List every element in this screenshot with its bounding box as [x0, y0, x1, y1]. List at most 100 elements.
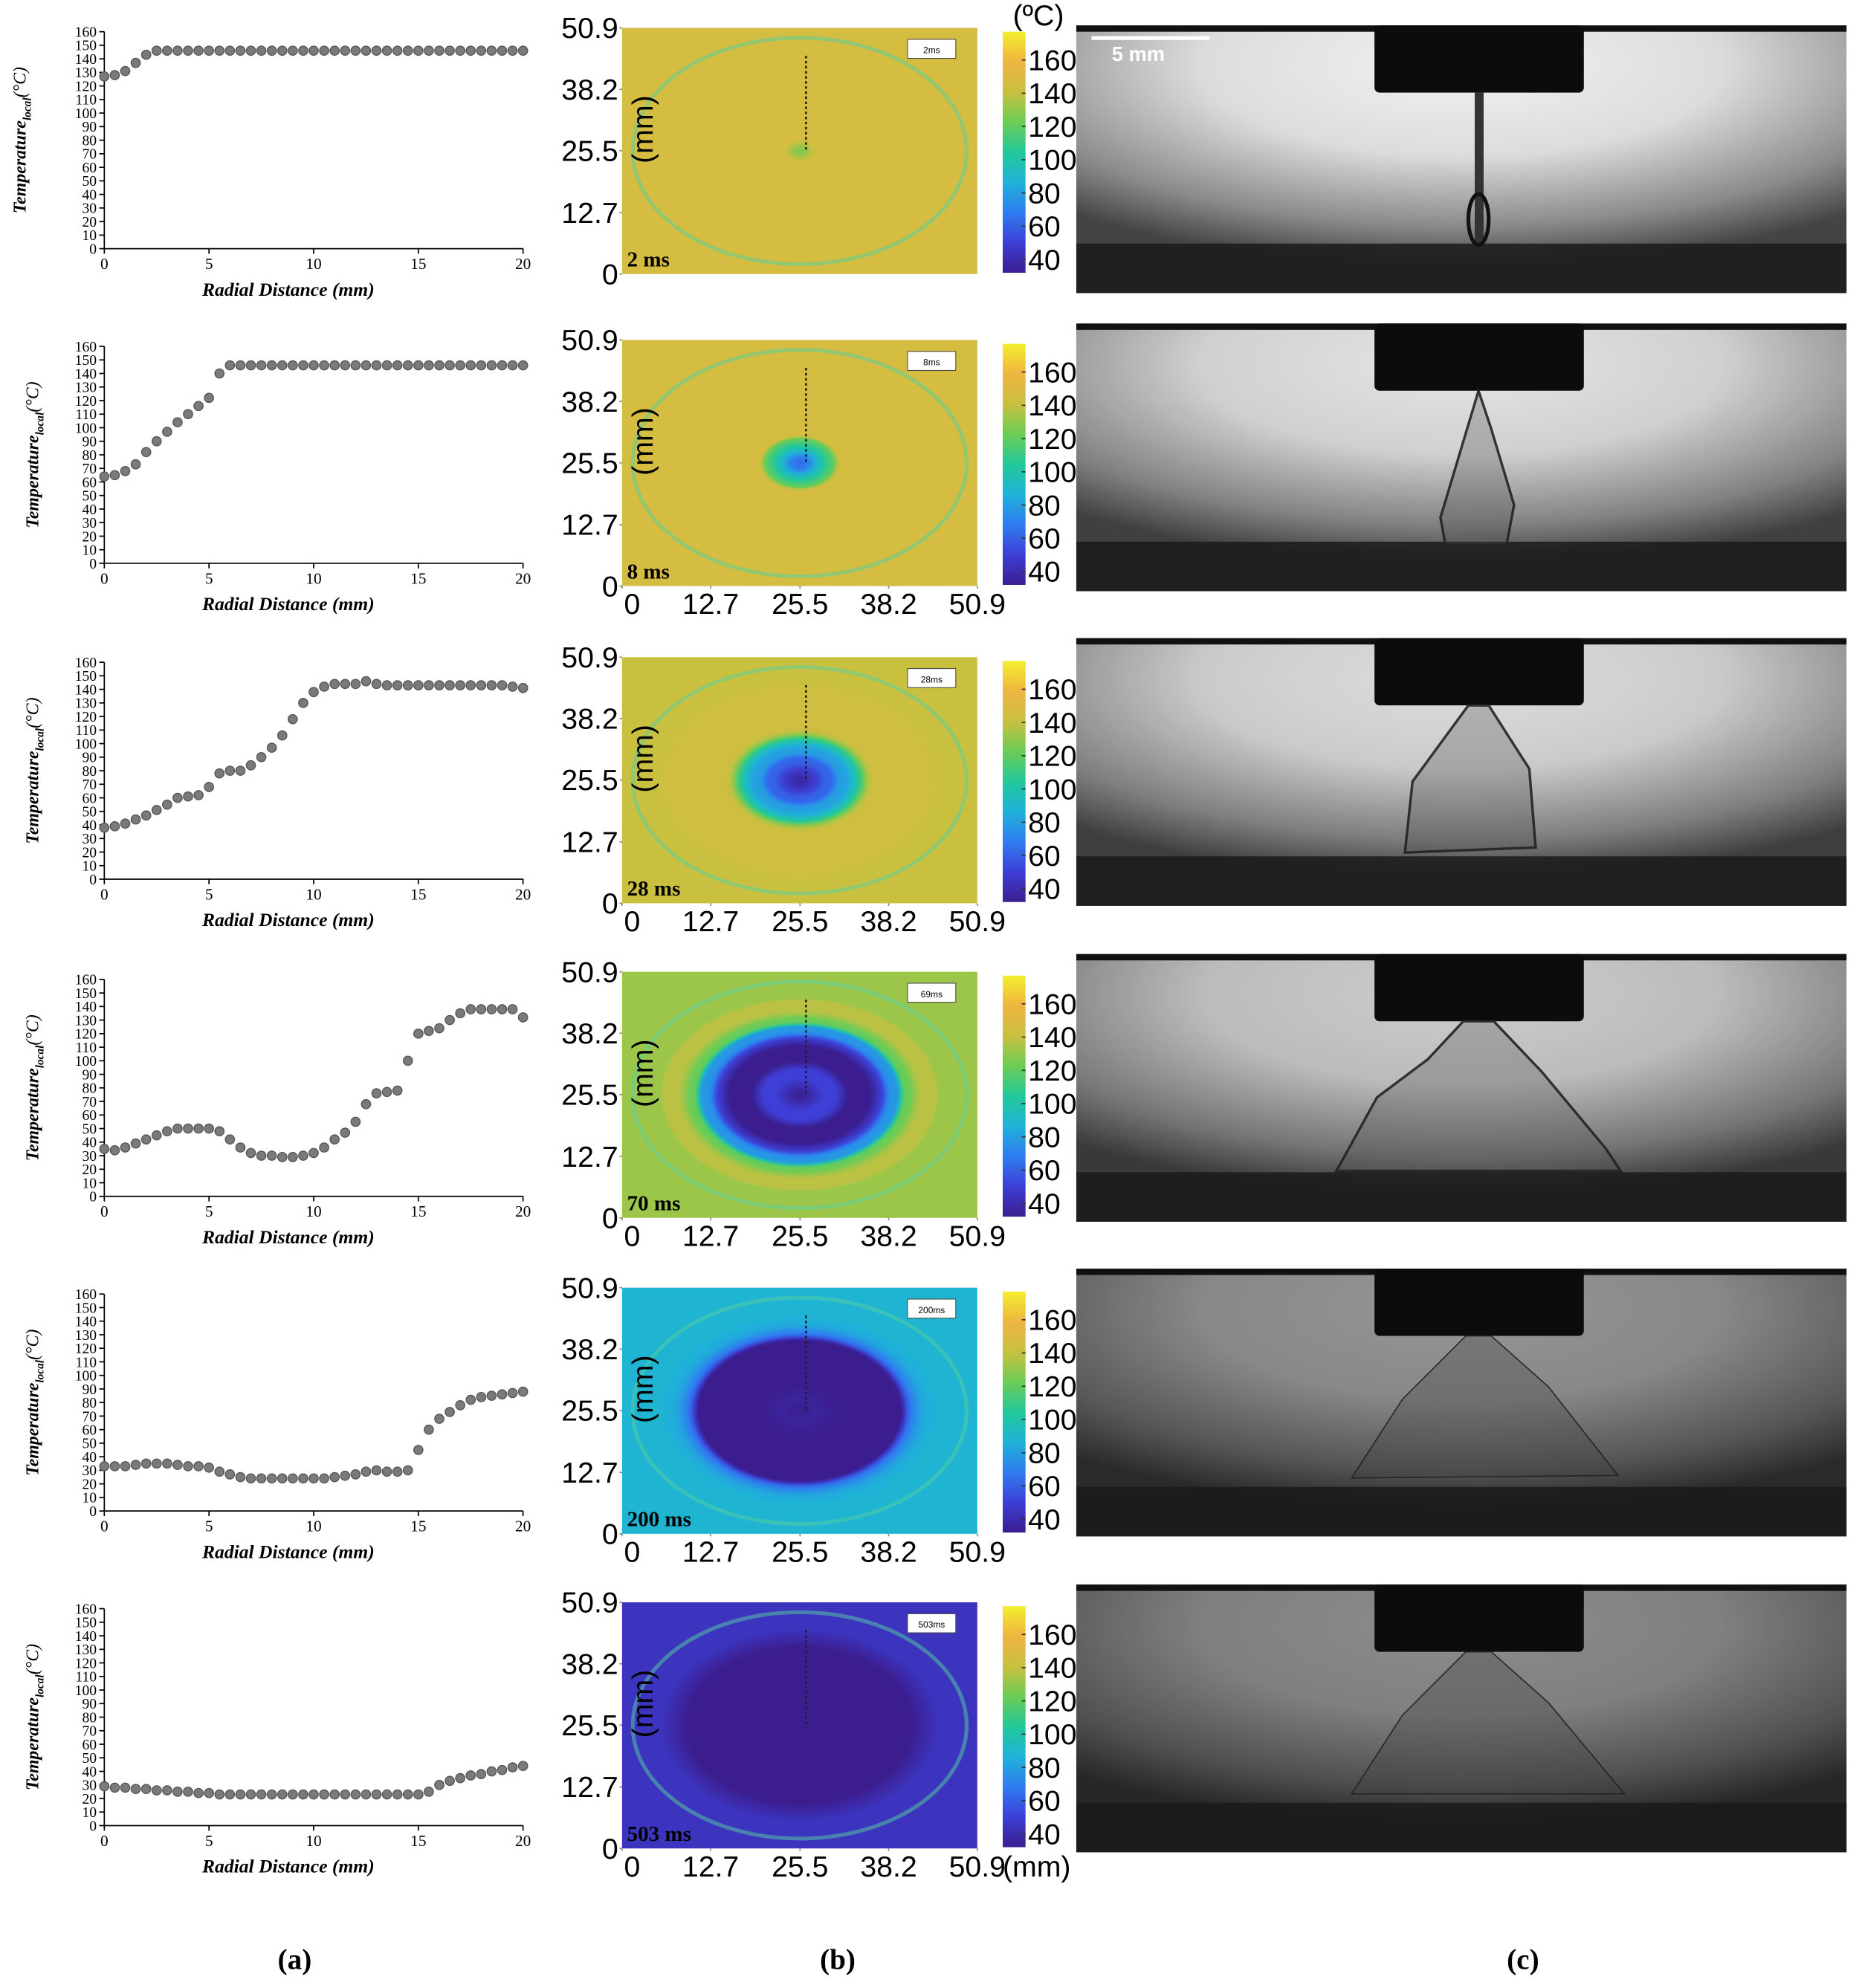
map-x-tick-label: 0 [624, 588, 641, 621]
data-point [497, 1389, 508, 1400]
data-point [224, 765, 236, 776]
data-point [224, 45, 236, 56]
map-x-tick-label: 12.7 [682, 1220, 739, 1252]
data-point [371, 679, 382, 690]
colorbar-tick-label: 120 [1028, 111, 1077, 143]
data-point [517, 682, 528, 693]
y-tick-label: 90 [82, 1697, 97, 1712]
colorbar-tick-label: 100 [1028, 773, 1077, 806]
data-point [517, 1386, 528, 1397]
map-x-tick-label: 50.9 [949, 1851, 1006, 1883]
colorbar-tick-label: 160 [1028, 1619, 1077, 1651]
data-point [99, 1781, 110, 1792]
y-tick-label: 10 [82, 1491, 97, 1506]
substrate [1076, 1802, 1847, 1853]
data-point [350, 1469, 361, 1480]
y-tick-label: 150 [75, 669, 97, 684]
data-point [99, 471, 110, 482]
data-point [455, 45, 466, 56]
y-label-sub: local [33, 1045, 46, 1068]
y-label-main: Temperature [10, 120, 30, 214]
substrate [1076, 243, 1847, 294]
y-tick-label: 110 [75, 1355, 97, 1370]
map-y-tick-label: 38.2 [561, 74, 618, 106]
y-tick-label: 60 [82, 1422, 97, 1438]
photo [1076, 1269, 1847, 1537]
map-y-tick-label: 38.2 [561, 703, 618, 736]
x-tick-label: 20 [515, 255, 531, 273]
photo [1076, 323, 1847, 592]
colorbar-tick-label: 120 [1028, 1685, 1077, 1717]
map-x-tick-label: 12.7 [682, 1851, 739, 1883]
data-point [350, 45, 361, 56]
data-point [298, 1473, 308, 1484]
y-tick-label: 140 [75, 366, 97, 382]
map-y-tick-label: 12.7 [561, 826, 618, 858]
time-box-label: 28ms [921, 674, 943, 684]
spray-cone [1350, 1651, 1626, 1795]
x-axis-label: Radial Distance (mm) [201, 1541, 375, 1562]
data-point [277, 1473, 288, 1484]
map-y-label: (mm) [627, 407, 659, 476]
map-y-tick-label: 50.9 [561, 12, 618, 45]
data-point [455, 680, 466, 690]
data-point [402, 1789, 413, 1800]
x-tick-label: 0 [100, 1517, 109, 1535]
map-y-tick-label: 12.7 [561, 1771, 618, 1804]
data-point [361, 45, 372, 56]
colorbar-tick-label: 140 [1028, 1337, 1077, 1370]
colorbar-tick-label: 80 [1028, 1752, 1061, 1784]
data-point [497, 360, 508, 371]
data-point [256, 751, 267, 763]
y-tick-label: 100 [75, 736, 97, 752]
spray-cone [1334, 1020, 1623, 1173]
colorbar-label: (ºC) [1013, 0, 1064, 32]
data-point [140, 447, 152, 458]
y-tick-label: 70 [82, 1409, 97, 1425]
colorbar-tick-label: 120 [1028, 1055, 1077, 1087]
y-tick-label: 150 [75, 1301, 97, 1316]
data-point [507, 45, 518, 56]
map-y-tick-label: 50.9 [561, 1587, 618, 1619]
y-tick-label: 10 [82, 1176, 97, 1191]
y-tick-label: 100 [75, 1369, 97, 1385]
colorbar-tick-label: 80 [1028, 1121, 1061, 1153]
map-x-tick-label: 0 [624, 1220, 641, 1252]
y-axis-label: Temperaturelocal(°C) [24, 1330, 47, 1476]
nozzle [1374, 323, 1584, 391]
data-point [224, 1789, 236, 1800]
data-point [183, 1461, 193, 1471]
data-point [298, 1789, 308, 1800]
y-tick-label: 10 [82, 543, 97, 559]
y-tick-label: 10 [82, 859, 97, 875]
x-tick-label: 5 [205, 885, 213, 903]
time-box-label: 2ms [923, 45, 940, 56]
y-tick-label: 160 [75, 25, 97, 41]
colorbar-tick-label: 80 [1028, 177, 1061, 210]
data-point [245, 1473, 256, 1484]
map-y-tick-label: 12.7 [561, 1141, 618, 1173]
y-label-unit: (°C) [10, 67, 30, 97]
data-point [465, 680, 476, 690]
data-point [381, 680, 392, 690]
y-tick-label: 140 [75, 1315, 97, 1330]
y-tick-label: 160 [75, 655, 97, 671]
substrate [1076, 541, 1847, 592]
data-point [497, 1004, 508, 1014]
y-label-sub: local [33, 1674, 46, 1697]
data-point [392, 45, 403, 56]
colorbar-tick-label: 40 [1028, 1188, 1061, 1220]
data-point [350, 1116, 361, 1127]
map-y-tick-label: 50.9 [561, 641, 618, 674]
map-y-label: (mm) [627, 95, 659, 163]
y-tick-label: 140 [75, 1000, 97, 1015]
data-point [424, 1026, 434, 1037]
panel-label: (a) [278, 1943, 312, 1975]
colorbar-tick-label: 160 [1028, 673, 1077, 706]
y-tick-label: 100 [75, 421, 97, 436]
x-tick-label: 15 [410, 1832, 426, 1850]
y-axis-label: Temperaturelocal(°C) [10, 67, 33, 213]
data-point [193, 1787, 204, 1798]
